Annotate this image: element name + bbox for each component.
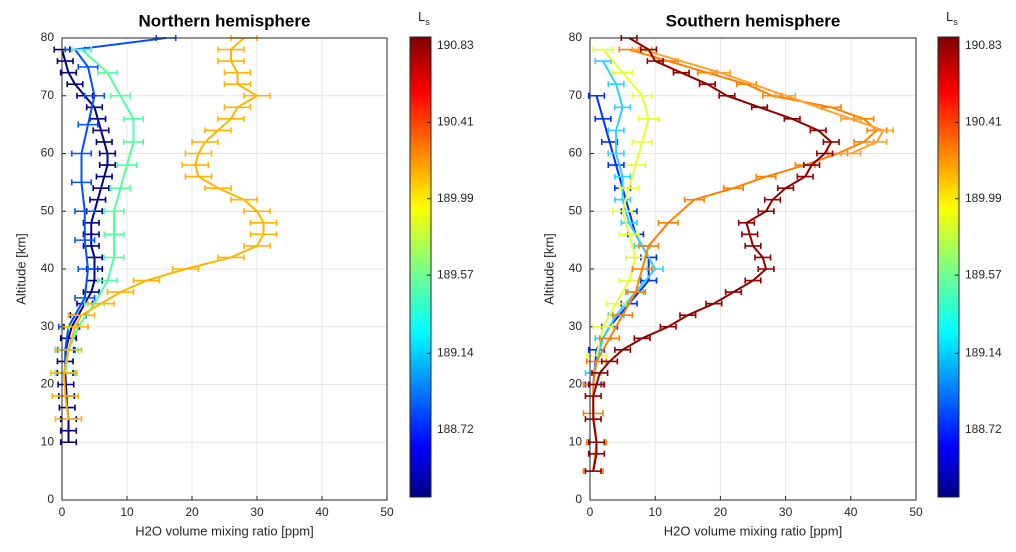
colorbar-tick-label: 190.83 bbox=[437, 38, 474, 52]
profile bbox=[631, 46, 894, 157]
x-tick-label: 20 bbox=[714, 505, 728, 519]
colorbar-tick-label: 189.14 bbox=[437, 346, 474, 360]
colorbar-tick-label: 190.83 bbox=[965, 38, 1002, 52]
profile-line bbox=[62, 37, 265, 420]
profile bbox=[50, 35, 278, 423]
x-tick-label: 10 bbox=[120, 505, 134, 519]
profile-line bbox=[595, 48, 650, 356]
y-tick-label: 70 bbox=[41, 88, 55, 102]
x-tick-label: 20 bbox=[185, 505, 199, 519]
y-tick-label: 80 bbox=[41, 30, 55, 44]
chart-title: Southern hemisphere bbox=[666, 11, 841, 30]
profile-line bbox=[592, 37, 833, 472]
colorbar-tick-label: 189.99 bbox=[965, 191, 1002, 205]
y-tick-label: 70 bbox=[569, 88, 583, 102]
colorbar-tick-label: 189.57 bbox=[965, 267, 1002, 281]
y-tick-label: 0 bbox=[575, 492, 582, 506]
y-tick-label: 0 bbox=[47, 492, 54, 506]
x-tick-label: 0 bbox=[59, 505, 66, 519]
profile bbox=[54, 46, 145, 376]
colorbar-tick-label: 190.41 bbox=[437, 115, 474, 129]
profile-line bbox=[64, 48, 135, 374]
x-tick-label: 50 bbox=[380, 505, 394, 519]
y-tick-label: 40 bbox=[41, 261, 55, 275]
y-tick-label: 40 bbox=[569, 261, 583, 275]
x-tick-label: 40 bbox=[844, 505, 858, 519]
x-tick-label: 0 bbox=[587, 505, 594, 519]
colorbar-tick-label: 188.72 bbox=[965, 422, 1002, 436]
colorbar-label-sub: s bbox=[953, 17, 958, 27]
colorbar-label: Ls bbox=[946, 9, 958, 27]
y-tick-label: 20 bbox=[569, 377, 583, 391]
axes-box bbox=[589, 37, 917, 501]
y-tick-label: 30 bbox=[41, 319, 55, 333]
colorbar-tick-label: 188.72 bbox=[437, 422, 474, 436]
colorbar-label-sub: s bbox=[425, 17, 430, 27]
chart-title: Northern hemisphere bbox=[139, 11, 311, 30]
colorbar bbox=[409, 36, 432, 498]
y-axis-label: Altitude [km] bbox=[541, 233, 556, 305]
y-tick-label: 50 bbox=[569, 203, 583, 217]
profile-line bbox=[592, 48, 879, 472]
x-axis-label: H2O volume mixing ratio [ppm] bbox=[135, 523, 313, 538]
profile-line bbox=[641, 48, 885, 155]
x-tick-label: 10 bbox=[649, 505, 663, 519]
x-tick-label: 30 bbox=[250, 505, 264, 519]
profile-line bbox=[64, 37, 167, 373]
colorbar-label: Ls bbox=[418, 9, 430, 27]
axes-box bbox=[61, 37, 388, 501]
y-tick-label: 60 bbox=[569, 146, 583, 160]
colorbar-label-main: L bbox=[946, 9, 953, 24]
y-tick-label: 30 bbox=[569, 319, 583, 333]
x-axis-label: H2O volume mixing ratio [ppm] bbox=[664, 523, 842, 538]
colorbar-tick-label: 189.14 bbox=[965, 346, 1002, 360]
profile bbox=[584, 35, 840, 475]
y-tick-label: 10 bbox=[569, 434, 583, 448]
x-tick-label: 40 bbox=[315, 505, 329, 519]
y-tick-label: 80 bbox=[569, 30, 583, 44]
profile bbox=[585, 46, 660, 359]
colorbar-tick-label: 190.41 bbox=[965, 115, 1002, 129]
colorbar bbox=[937, 36, 960, 498]
y-tick-label: 20 bbox=[41, 377, 55, 391]
colorbar-tick-label: 189.57 bbox=[437, 267, 474, 281]
y-tick-label: 10 bbox=[41, 434, 55, 448]
y-tick-label: 50 bbox=[41, 203, 55, 217]
y-axis-label: Altitude [km] bbox=[13, 233, 28, 305]
profile-line bbox=[61, 49, 109, 443]
colorbar-label-main: L bbox=[418, 9, 425, 24]
profile bbox=[53, 46, 117, 446]
x-tick-label: 30 bbox=[779, 505, 793, 519]
x-tick-label: 50 bbox=[909, 505, 923, 519]
y-tick-label: 60 bbox=[41, 146, 55, 160]
colorbar-tick-label: 189.99 bbox=[437, 191, 474, 205]
